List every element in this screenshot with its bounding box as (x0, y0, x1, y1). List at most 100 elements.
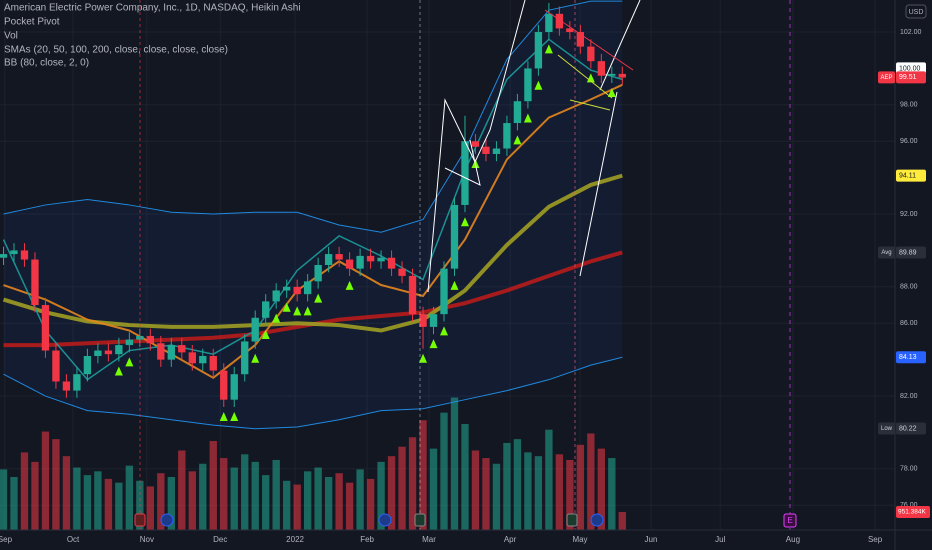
volume-bar (345, 482, 354, 530)
volume-bar (157, 473, 165, 530)
volume-bar (471, 450, 480, 530)
candle-body (178, 345, 186, 353)
y-tick-label: 76.00 (900, 502, 918, 509)
volume-bar (20, 452, 29, 530)
candle-body (73, 374, 81, 391)
pocket-pivot (314, 293, 323, 303)
y-tick-label: 86.00 (900, 320, 918, 327)
indicator-line (3, 356, 623, 430)
candle-body (335, 254, 343, 260)
price-tag: Avg (881, 250, 891, 256)
candle-body (220, 370, 228, 400)
candle-body (115, 345, 123, 355)
price-tag-box (878, 422, 895, 435)
y-tick-label: 98.00 (900, 102, 918, 109)
candle-body (94, 350, 102, 357)
indicator-label: Pocket Pivot (4, 17, 60, 28)
pocket-pivot (230, 411, 239, 421)
drawings (139, 0, 791, 530)
pocket-pivot (251, 353, 260, 363)
volume-bar (566, 459, 574, 530)
candle-body (20, 250, 29, 260)
price-tag-box (878, 71, 895, 84)
y-tick-label: 88.00 (900, 284, 918, 291)
price-tag: Low (881, 426, 893, 432)
candle-body (167, 345, 175, 360)
candle-body (345, 259, 354, 269)
volume-bar (293, 484, 301, 530)
volume-bar (251, 461, 259, 530)
indicator-line (2, 38, 623, 381)
volume-bar (303, 471, 312, 530)
candle-body (429, 314, 438, 327)
candle-body (62, 381, 71, 391)
candle-body (0, 254, 8, 258)
volume-bar (597, 448, 605, 530)
pocket-pivot (293, 306, 302, 316)
pocket-pivot (607, 87, 616, 97)
volume-bar (503, 442, 511, 530)
volume-bar (513, 439, 522, 530)
currency-box[interactable] (905, 4, 927, 19)
pocket-pivot (544, 44, 553, 54)
volume-label-box (896, 505, 930, 518)
y-tick-label: 82.00 (900, 393, 918, 400)
currency[interactable]: USD (909, 9, 924, 16)
candle-body (513, 101, 522, 124)
candle-body (492, 148, 501, 154)
earnings-label: E (787, 516, 792, 525)
volume-bar (429, 448, 438, 530)
y-tick-label: 102.00 (900, 29, 922, 36)
pocket-pivot (219, 411, 228, 421)
pocket-pivot (513, 135, 522, 145)
candle-body (52, 350, 60, 382)
candle-layer (0, 2, 626, 407)
x-tick-label: Dec (213, 535, 227, 544)
volume-bar (461, 424, 469, 530)
volume-bar (272, 459, 280, 530)
pocket-pivot (523, 113, 532, 123)
volume-bar (167, 477, 175, 530)
volume-bar (125, 465, 134, 530)
candle-body (188, 352, 196, 364)
volume-bar (555, 454, 564, 530)
candle-body (31, 259, 39, 306)
pocket-pivot (282, 302, 291, 312)
x-tick-label: May (572, 535, 587, 544)
volume-bar (545, 429, 553, 530)
event-icon (590, 513, 604, 527)
volume-bar (335, 473, 343, 530)
volume-bar (314, 467, 322, 530)
candle-body (387, 257, 396, 269)
candle-body (104, 350, 113, 355)
x-tick-label: 2022 (286, 535, 304, 544)
volume-bar (398, 446, 406, 530)
x-tick-label: Oct (67, 535, 80, 544)
price-label: 100.00 (899, 65, 921, 72)
volume-bar (387, 456, 396, 530)
volume-bar (450, 397, 459, 530)
candle-body (324, 254, 333, 265)
volume-bar (524, 452, 532, 530)
y-tick-label: 96.00 (900, 138, 918, 145)
candle-body (146, 335, 155, 344)
candle-body (503, 123, 511, 149)
chart-title: American Electric Power Company, Inc., 1… (4, 3, 301, 14)
price-label-box (896, 351, 926, 364)
indicator-line (3, 0, 623, 233)
volume-bar (146, 486, 155, 530)
candle-body (534, 32, 543, 69)
indicator-line (2, 173, 623, 333)
volume-bar (366, 478, 375, 530)
volume-bar (587, 433, 595, 530)
volume-bar (356, 469, 364, 530)
volume-bar (199, 463, 207, 530)
candle-body (482, 146, 490, 154)
volume-label: 951.384K (898, 509, 926, 516)
candle-body (199, 356, 207, 364)
pocket-pivot (534, 80, 543, 90)
candle-body (303, 281, 312, 295)
volume-bar (94, 471, 102, 530)
indicator-label: SMAs (20, 50, 100, 200, close, close, cl… (4, 45, 228, 56)
